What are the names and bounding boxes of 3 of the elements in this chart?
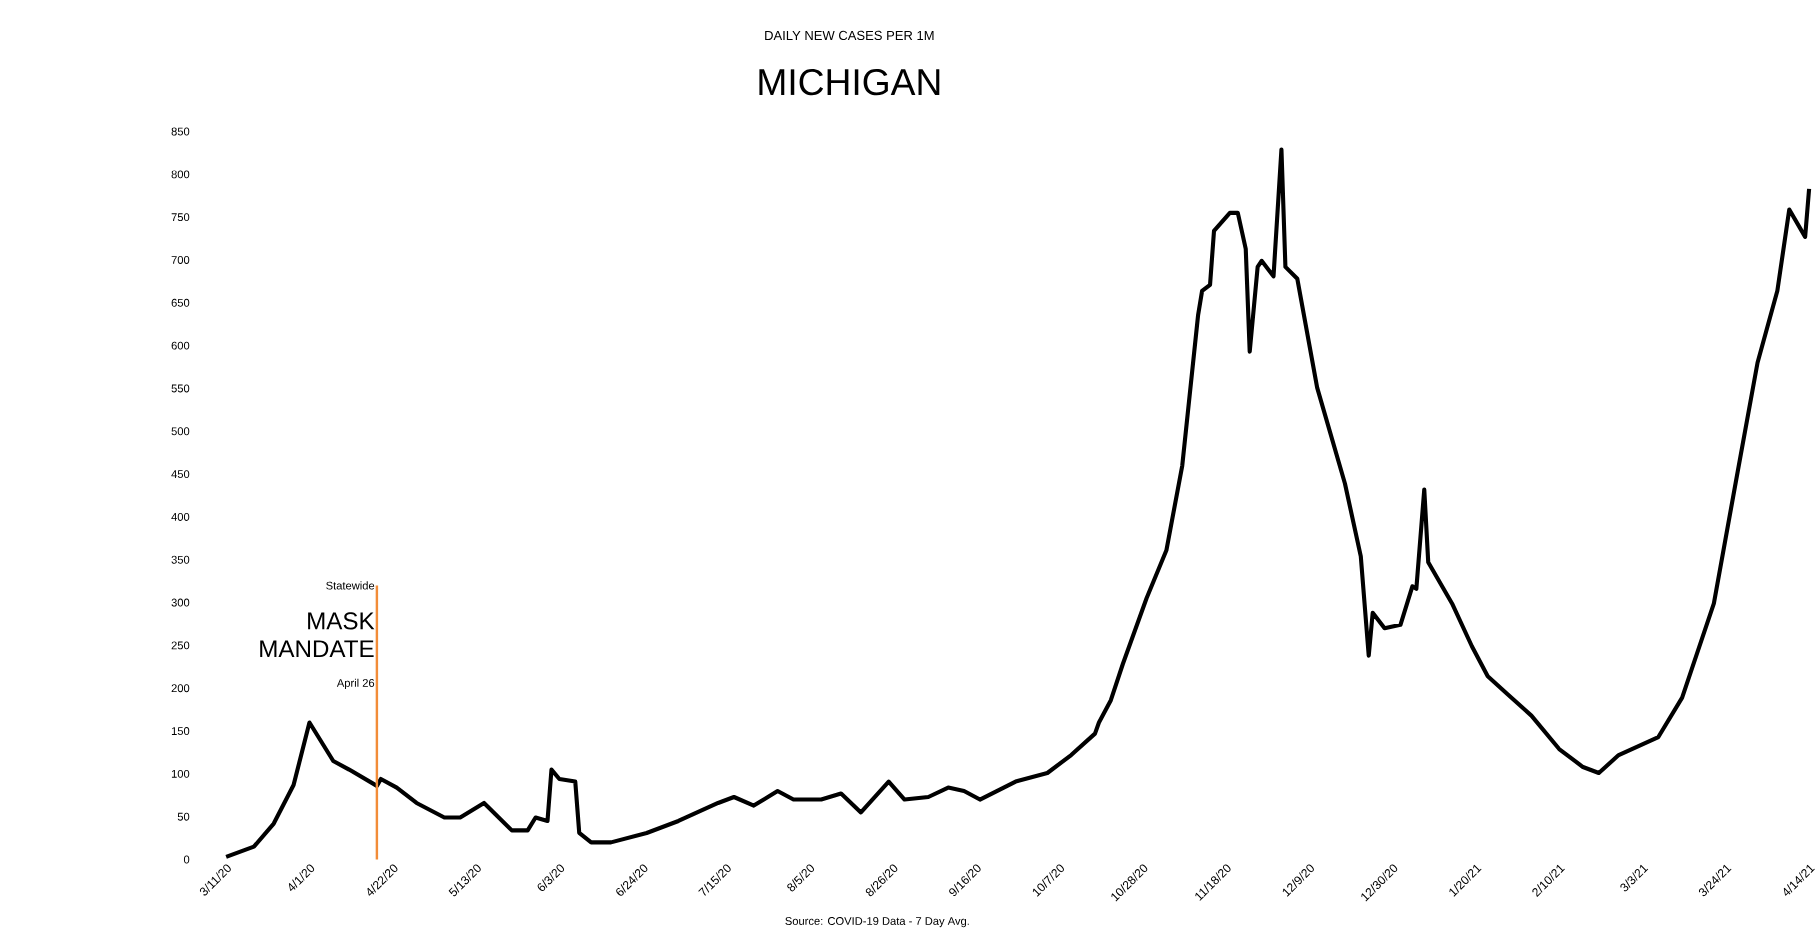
ref-line-label: MASK MANDATE	[260, 612, 375, 658]
line-series	[224, 147, 1812, 860]
chart-title: MICHIGAN	[759, 69, 940, 96]
